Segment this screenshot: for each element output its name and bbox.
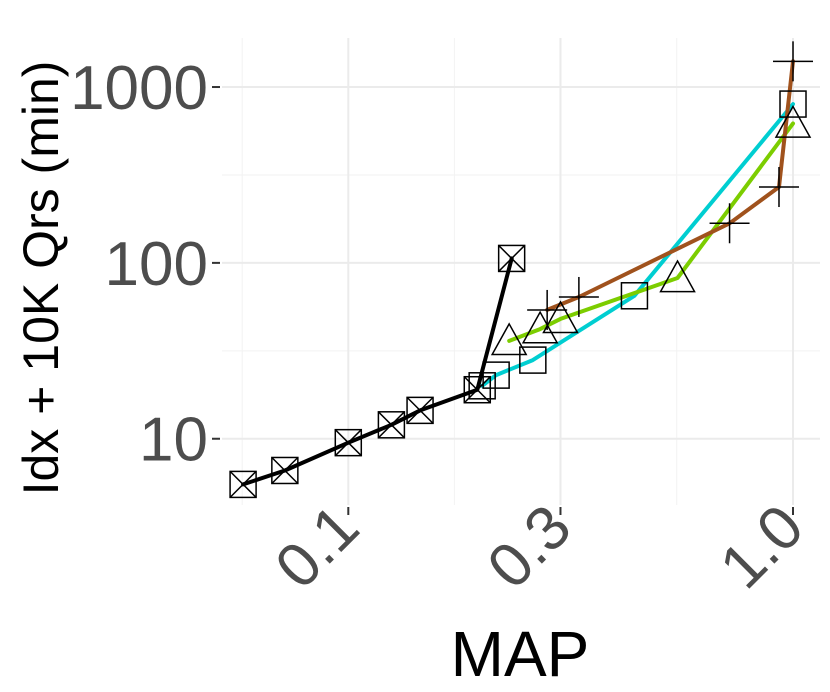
x-tick-label: 0.1 [262, 492, 372, 602]
data-point-plus [709, 203, 750, 244]
marker-square [468, 372, 496, 400]
x-axis-title: MAP [451, 618, 590, 690]
marker-triangle [774, 104, 812, 138]
data-point-boxed-x [497, 244, 526, 273]
series-layer [241, 59, 795, 487]
x-tick-label: 1.0 [707, 492, 817, 602]
marker-square [779, 90, 807, 118]
marker-box [463, 375, 492, 404]
data-point-boxed-x [377, 411, 406, 439]
marker-square [620, 282, 649, 310]
x-tick-labels: 0.1 0.3 1.0 [262, 492, 816, 602]
marker-cross [334, 429, 362, 457]
data-point-plus [773, 41, 814, 82]
marker-layer [229, 41, 814, 499]
marker-triangle [521, 310, 559, 344]
marker-box [271, 456, 299, 485]
data-point-plus [558, 276, 599, 317]
marker-cross [498, 244, 526, 272]
marker-cross [271, 456, 299, 485]
data-point-boxed-x [406, 396, 434, 425]
marker-triangle [542, 300, 579, 334]
data-point-square [482, 361, 510, 389]
marker-box [406, 396, 434, 425]
marker-triangle [659, 259, 696, 293]
y-tick-label: 10 [139, 406, 208, 475]
y-tick-label: 100 [105, 230, 208, 299]
marker-cross [406, 396, 434, 424]
marker-box [377, 411, 406, 439]
marker-box [497, 244, 526, 273]
data-point-triangle [542, 300, 579, 334]
marker-box [229, 470, 257, 499]
marker-triangle [490, 322, 528, 356]
marker-square [482, 361, 510, 389]
marker-cross [229, 470, 257, 498]
series-line-3 [507, 121, 795, 343]
data-point-boxed-x [271, 456, 299, 485]
series-line-2 [480, 102, 795, 388]
data-point-triangle [774, 104, 812, 138]
data-point-square [620, 282, 649, 310]
y-tick-label: 1000 [70, 54, 208, 123]
marker-box [334, 428, 363, 457]
data-point-triangle [490, 322, 528, 356]
marker-cross [377, 411, 405, 439]
data-point-boxed-x [334, 428, 363, 457]
data-point-triangle [659, 259, 696, 293]
data-point-square [519, 346, 547, 374]
data-point-square [779, 90, 807, 118]
data-point-boxed-x [229, 470, 257, 499]
y-tick-labels: 10 100 1000 [70, 54, 220, 475]
marker-square [519, 346, 547, 374]
series-line-4 [545, 59, 795, 312]
data-point-triangle [521, 310, 559, 344]
data-point-plus [527, 289, 568, 330]
x-tick-label: 0.3 [475, 492, 585, 602]
series-line-1 [241, 256, 514, 487]
y-axis-title: Idx + 10K Qrs (min) [13, 61, 69, 496]
data-point-plus [758, 167, 799, 208]
data-point-square [468, 372, 496, 400]
grid [222, 38, 820, 505]
